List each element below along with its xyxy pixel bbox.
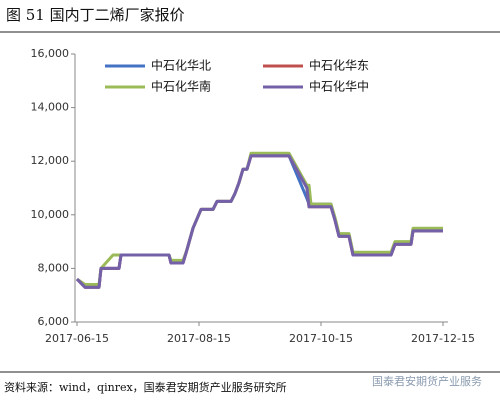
y-tick-label: 8,000 [38,261,70,274]
legend-label: 中石化华北 [151,58,211,73]
y-tick-label: 10,000 [31,208,70,221]
series-line [76,151,443,286]
legend-label: 中石化华东 [309,58,369,73]
legend-label: 中石化华南 [151,79,211,94]
y-tick-label: 6,000 [38,315,70,328]
x-tick-label: 2017-06-15 [45,332,109,345]
x-tick-label: 2017-08-15 [167,332,231,345]
series-line [75,154,443,289]
source-note: 资料来源：wind，qinrex，国泰君安期货产业服务研究所 [4,380,287,394]
series-line [75,154,443,289]
legend-label: 中石化华中 [309,79,369,94]
y-tick-label: 12,000 [31,154,70,167]
chart-title: 图 51 国内丁二烯厂家报价 [6,6,185,24]
y-tick-label: 14,000 [31,101,70,114]
watermark: 国泰君安期货产业服务 [372,374,482,388]
x-tick-label: 2017-10-15 [289,332,353,345]
x-tick-label: 2017-12-15 [411,332,475,345]
series-line [75,154,443,289]
y-tick-label: 16,000 [31,47,70,60]
